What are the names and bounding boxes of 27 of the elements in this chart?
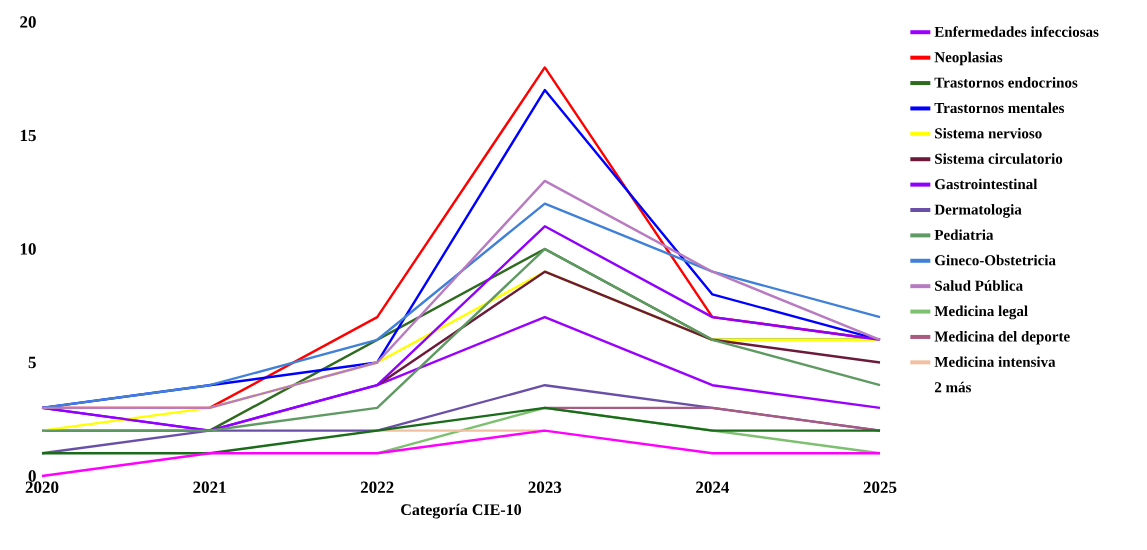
legend-label: Sistema circulatorio	[935, 153, 1063, 164]
y-tick-label: 10	[20, 243, 36, 255]
legend-label: Neoplasias	[934, 51, 1003, 66]
y-tick-label: 0	[28, 470, 36, 482]
legend-label: Enfermedades infecciosas	[934, 26, 1099, 37]
legend-label: Salud Pública	[935, 280, 1023, 291]
text: 2 más	[934, 381, 972, 393]
legend-label: Medicina legal	[934, 305, 1028, 320]
legend-label: Gastrointestinal	[935, 178, 1038, 190]
x-tick-label: 2020	[25, 481, 59, 493]
y-tick-label: 20	[20, 16, 36, 28]
x-tick-label: 2025	[863, 481, 897, 493]
x-tick-label: 2023	[528, 481, 562, 493]
x-tick-label: 2022	[360, 481, 394, 493]
legend-label: Sistema nervioso	[935, 127, 1042, 139]
legend-label: Pediatria	[934, 229, 994, 240]
x-tick-label: 2021	[193, 481, 226, 493]
y-tick-label: 5	[28, 356, 36, 369]
x-axis-title: Categoría CIE-10	[401, 503, 522, 519]
legend-label: Gineco-Obstetricia	[935, 254, 1056, 266]
legend-label: Trastornos endocrinos	[934, 77, 1078, 88]
x-tick-label: 2024	[696, 481, 730, 493]
legend-label: Trastornos mentales	[934, 102, 1065, 114]
y-tick-label: 15	[20, 129, 36, 142]
legend-label: Dermatologia	[934, 204, 1022, 218]
legend-label: Medicina del deporte	[934, 331, 1070, 345]
legend-label: Medicina intensiva	[934, 356, 1056, 367]
